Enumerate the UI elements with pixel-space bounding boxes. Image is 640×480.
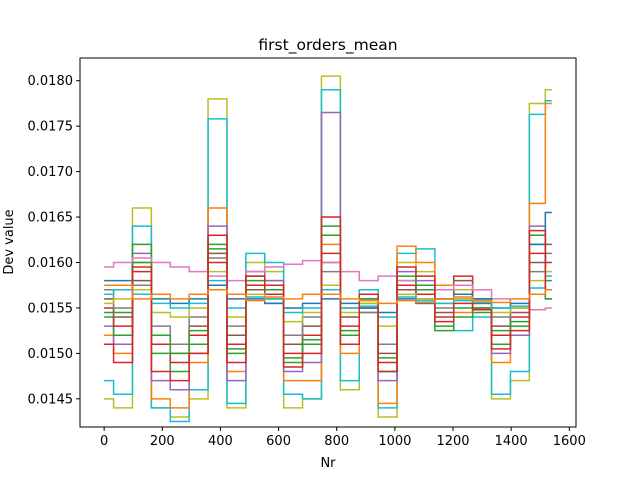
x-tick-label: 400	[208, 434, 233, 449]
y-axis-label: Dev value	[2, 209, 17, 274]
x-tick-label: 1200	[436, 434, 469, 449]
y-tick-label: 0.0155	[28, 301, 74, 316]
series-line-15	[104, 284, 552, 305]
x-tick-label: 600	[266, 434, 291, 449]
y-tick-label: 0.0180	[28, 74, 74, 89]
x-tick-label: 1400	[495, 434, 528, 449]
y-tick-label: 0.0150	[28, 347, 74, 362]
series-line-2	[104, 89, 552, 423]
series-line-8	[104, 257, 552, 311]
x-tick-label: 1600	[553, 434, 586, 449]
x-tick-label: 200	[150, 434, 175, 449]
x-tick-label: 800	[324, 434, 349, 449]
y-tick-label: 0.0145	[28, 392, 74, 407]
y-tick-label: 0.0160	[28, 256, 74, 271]
plot-frame	[79, 57, 577, 428]
series-line-14	[104, 216, 552, 382]
y-tick-label: 0.0170	[28, 165, 74, 180]
x-tick-label: 1000	[378, 434, 411, 449]
y-tick-label: 0.0175	[28, 120, 74, 135]
y-tick-label: 0.0165	[28, 211, 74, 226]
series-line-5	[104, 234, 552, 373]
x-axis-label: Nr	[320, 456, 336, 471]
series-line-13	[104, 275, 552, 318]
x-axis: 0 200 400 600 800 1000 1200 1400 1600	[100, 427, 586, 449]
y-axis: 0.0145 0.0150 0.0155 0.0160 0.0165 0.0170 0.01…	[28, 74, 80, 407]
x-tick-label: 0	[100, 434, 108, 449]
series-layer	[104, 75, 552, 423]
chart-title: first_orders_mean	[258, 36, 397, 55]
